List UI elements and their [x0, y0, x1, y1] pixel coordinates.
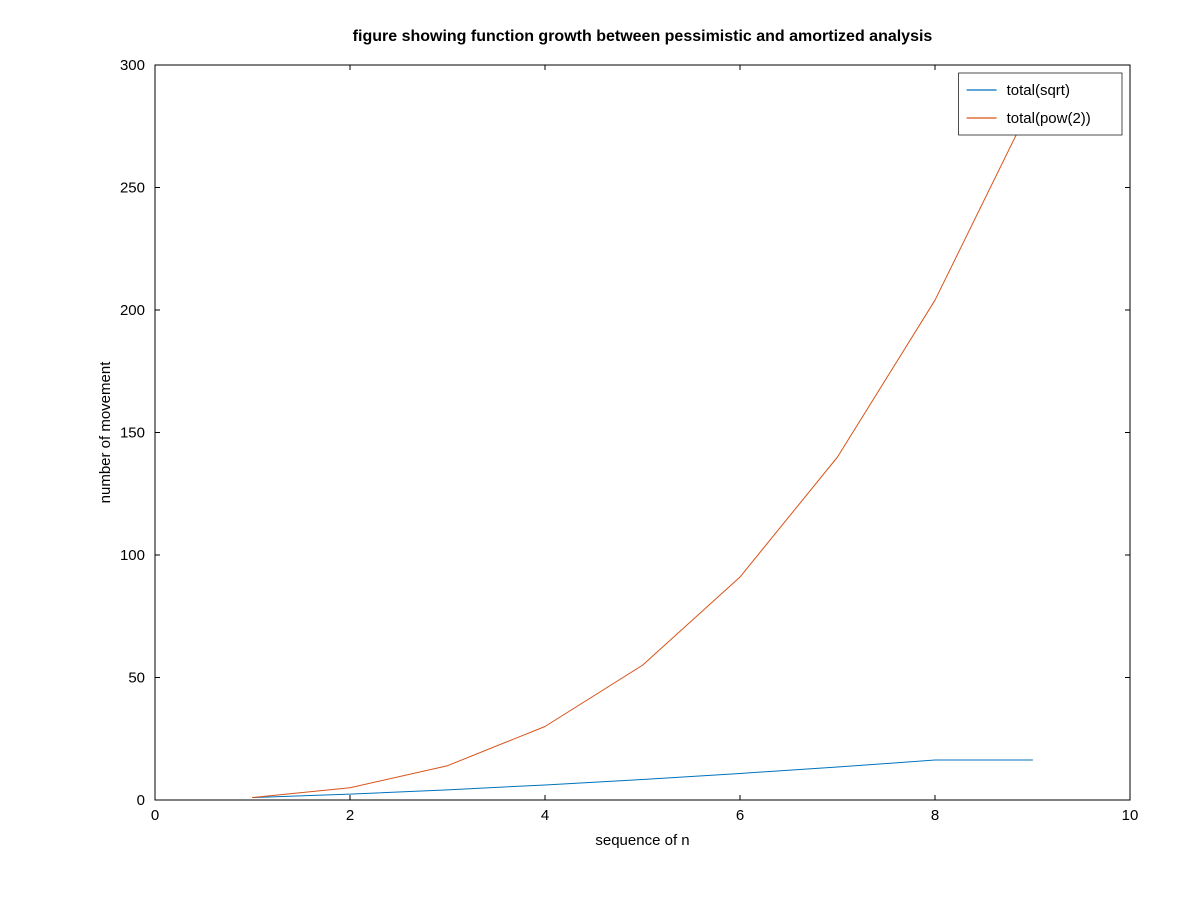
y-axis-label: number of movement [97, 361, 114, 504]
x-tick-label: 10 [1122, 807, 1139, 824]
x-tick-label: 6 [736, 807, 744, 824]
y-tick-label: 300 [120, 57, 145, 74]
x-tick-label: 0 [151, 807, 159, 824]
x-tick-label: 8 [931, 807, 939, 824]
x-tick-label: 4 [541, 807, 549, 824]
legend-label-0: total(sqrt) [1007, 82, 1070, 99]
y-tick-label: 0 [137, 792, 145, 809]
x-tick-label: 2 [346, 807, 354, 824]
y-tick-label: 150 [120, 425, 145, 442]
chart-container: 0246810050100150200250300sequence of nnu… [0, 0, 1200, 900]
x-axis-label: sequence of n [595, 832, 689, 849]
line-chart: 0246810050100150200250300sequence of nnu… [0, 0, 1200, 900]
legend-label-1: total(pow(2)) [1007, 110, 1091, 127]
y-tick-label: 250 [120, 180, 145, 197]
y-tick-label: 200 [120, 302, 145, 319]
y-tick-label: 50 [128, 670, 145, 687]
chart-title: figure showing function growth between p… [353, 28, 933, 45]
y-tick-label: 100 [120, 547, 145, 564]
